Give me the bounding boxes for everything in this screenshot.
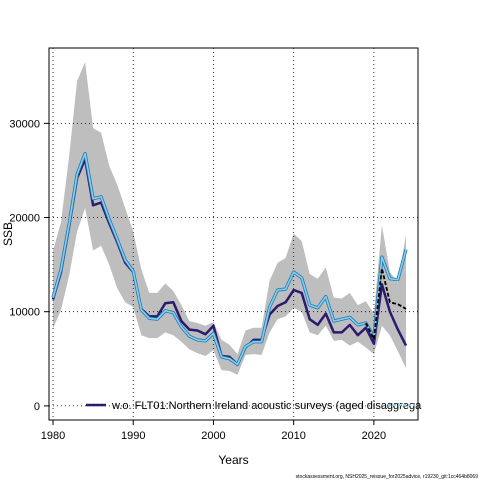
y-tick-label: 30000 — [9, 118, 40, 130]
x-tick-label: 1990 — [121, 430, 145, 442]
y-axis: 0 10000 20000 30000 — [9, 118, 49, 413]
source-footer: stockassessment.org, NSH2025_reissue_for… — [296, 474, 479, 480]
x-axis: 1980 1990 2000 2010 2020 — [41, 420, 386, 442]
x-tick-label: 2020 — [362, 430, 386, 442]
series-lines — [51, 151, 408, 366]
x-tick-label: 2000 — [201, 430, 225, 442]
grid — [49, 48, 418, 420]
legend-label: w.o. FLT01:Northern Ireland acoustic sur… — [111, 400, 422, 412]
y-axis-title: SSB — [1, 222, 15, 246]
plot-frame — [48, 47, 419, 421]
x-axis-title: Years — [218, 453, 248, 467]
legend: w.o. FLT01:Northern Ireland acoustic sur… — [86, 400, 422, 412]
y-tick-label: 20000 — [9, 213, 40, 225]
confidence-band-area — [53, 62, 406, 375]
series-line-alt-run — [52, 152, 407, 366]
x-tick-label: 1980 — [41, 430, 65, 442]
y-tick-label: 10000 — [9, 307, 40, 319]
confidence-band — [53, 62, 406, 375]
x-tick-label: 2010 — [281, 430, 305, 442]
series-line-dashed — [365, 268, 407, 343]
y-tick-label: 0 — [34, 401, 40, 413]
